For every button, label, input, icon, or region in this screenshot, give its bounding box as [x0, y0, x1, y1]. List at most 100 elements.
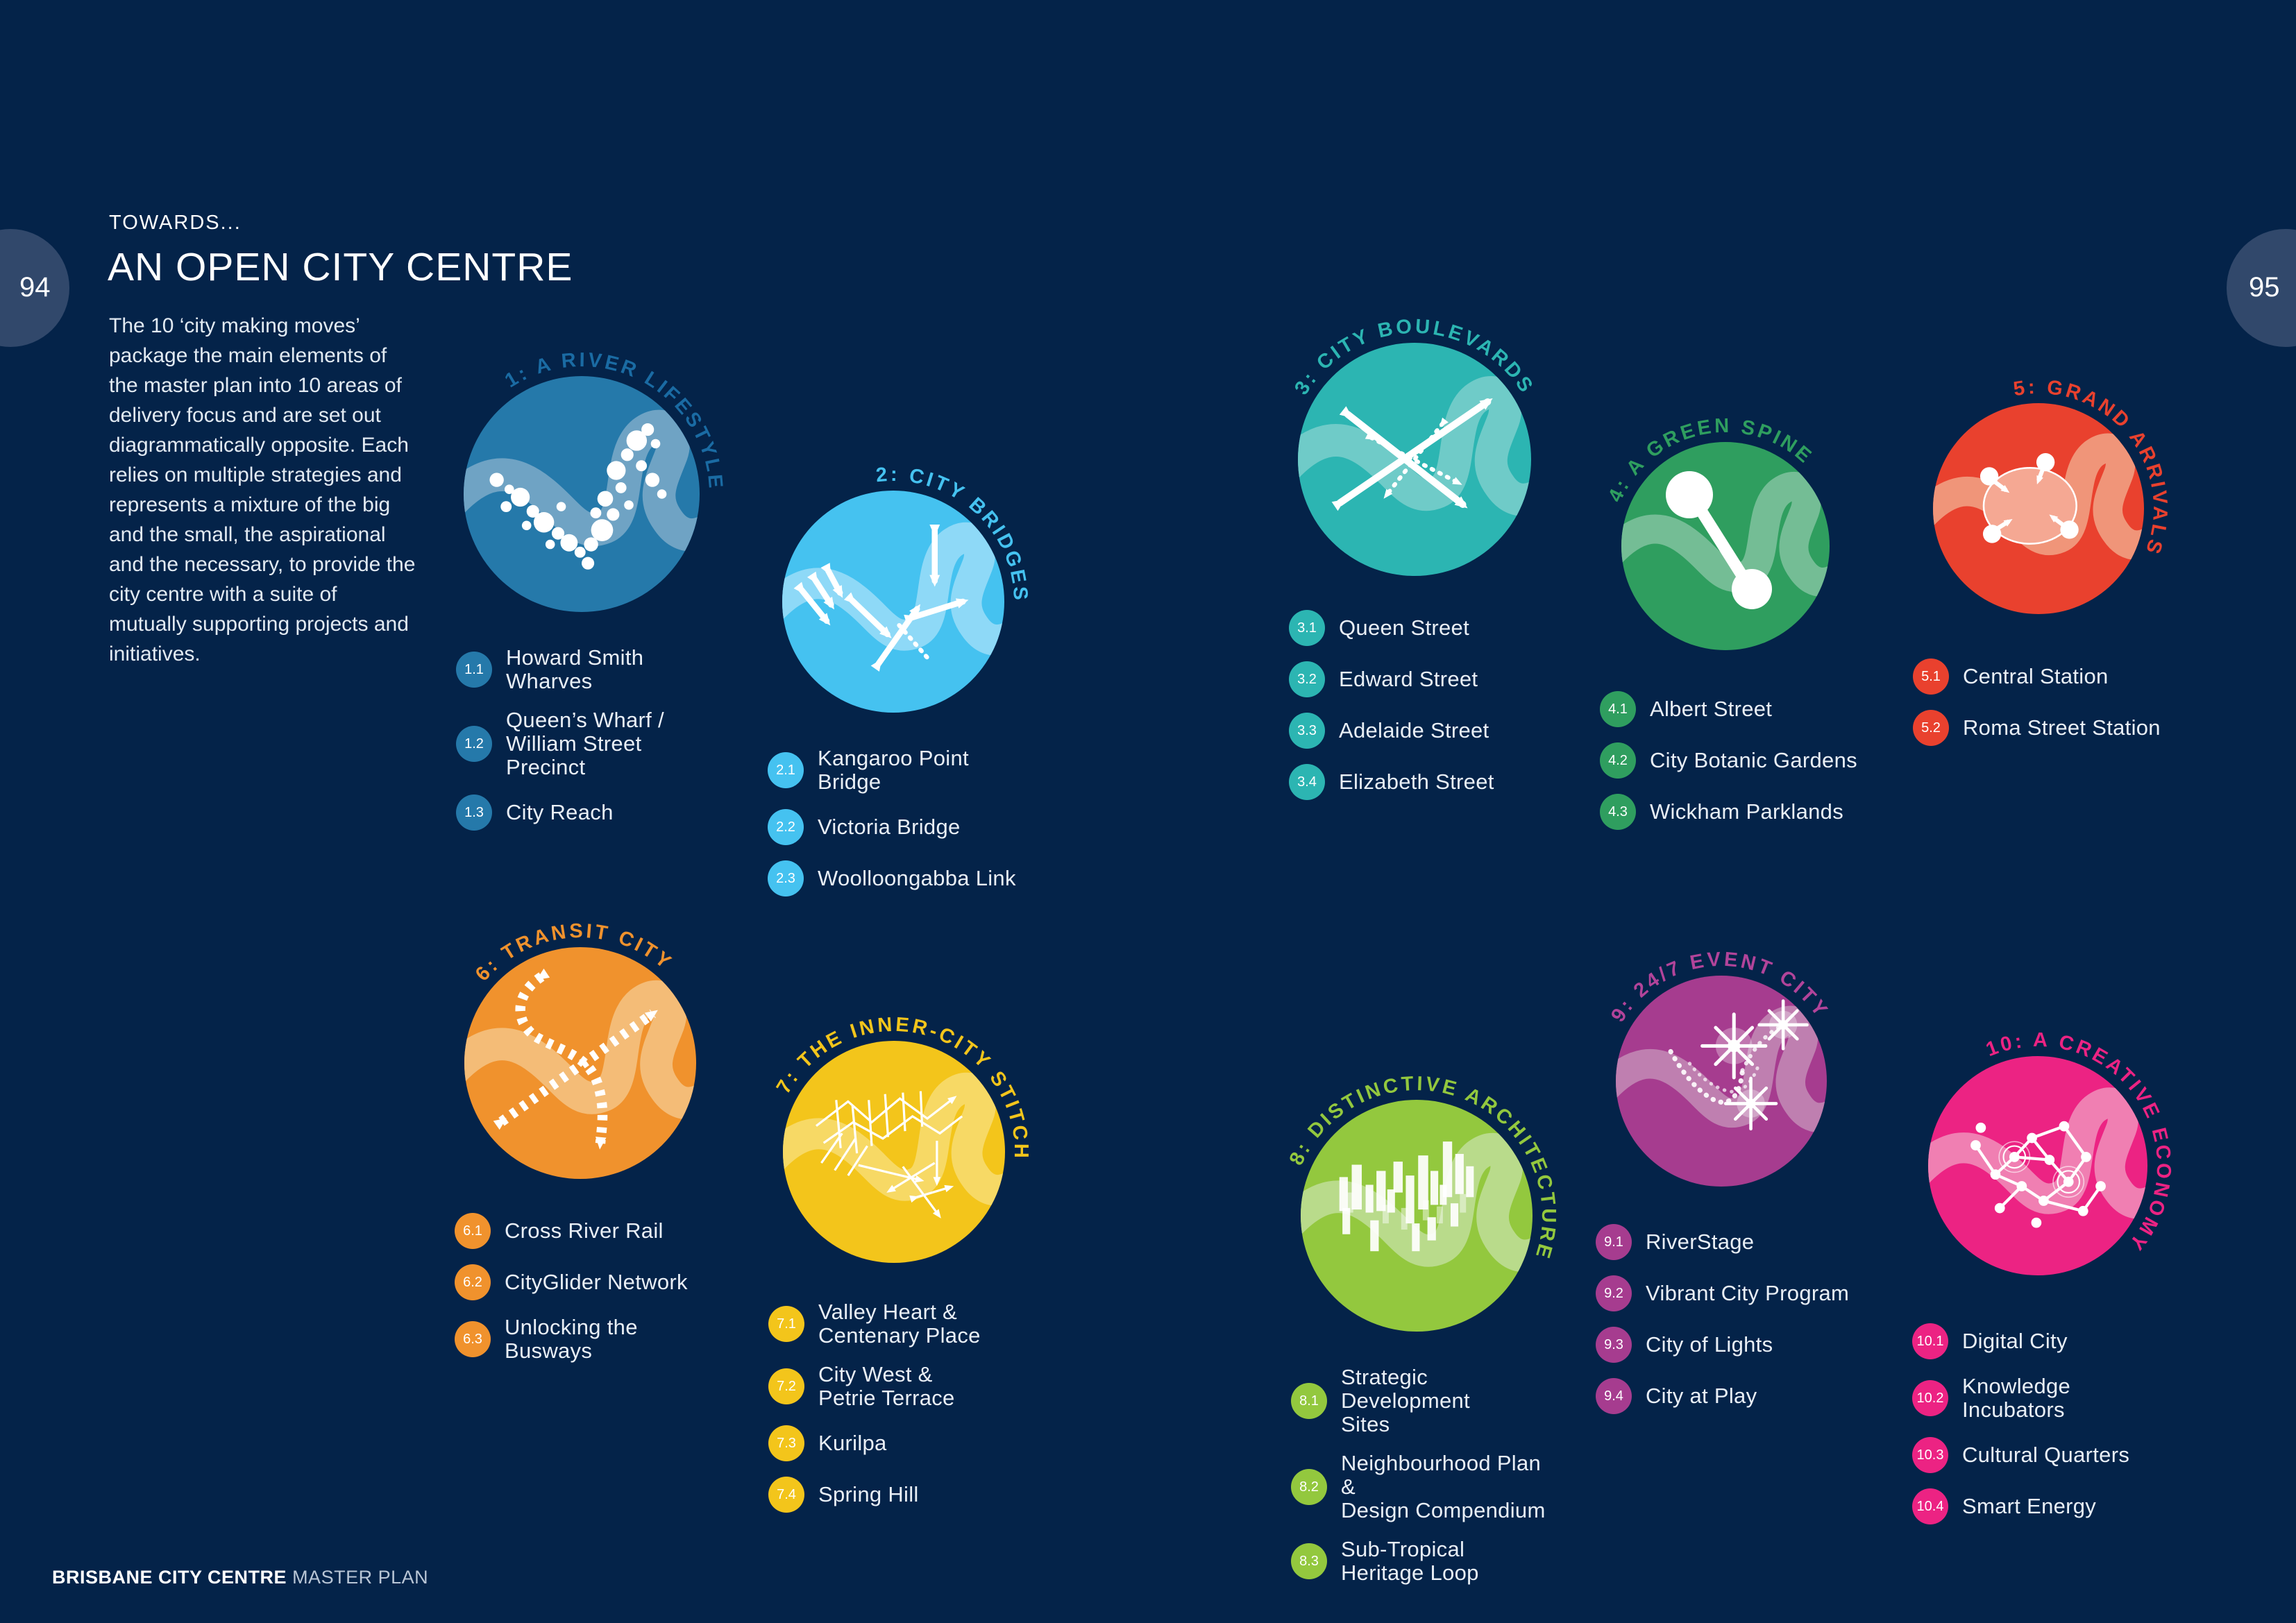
architecture-towers-motif [1339, 1141, 1474, 1252]
move-4-items: 4.1 Albert Street 4.2 City Botanic Garden… [1600, 691, 1864, 845]
river-shape [1616, 1005, 1827, 1132]
item-number-badge: 5.2 [1913, 710, 1949, 746]
list-item: 10.2 Knowledge Incubators [1912, 1375, 2176, 1422]
list-item: 9.3 City of Lights [1596, 1327, 1859, 1363]
item-number-badge: 4.1 [1600, 691, 1636, 727]
item-number-badge: 6.2 [455, 1264, 491, 1300]
list-item: 1.3 City Reach [456, 794, 720, 831]
item-number-badge: 2.2 [768, 809, 804, 845]
item-label: Albert Street [1650, 697, 1773, 721]
item-number-badge: 7.4 [768, 1477, 804, 1513]
item-number-badge: 8.2 [1291, 1469, 1327, 1505]
move-6-items: 6.1 Cross River Rail 6.2 CityGlider Netwo… [455, 1213, 718, 1378]
list-item: 10.1 Digital City [1912, 1323, 2176, 1359]
item-number-badge: 3.2 [1289, 661, 1325, 697]
item-label: Adelaide Street [1339, 718, 1489, 742]
item-label: Sub-Tropical Heritage Loop [1341, 1537, 1479, 1585]
item-label: Kurilpa [818, 1431, 887, 1455]
move-9-items: 9.1 RiverStage 9.2 Vibrant City Program 9.… [1596, 1224, 1859, 1429]
move-10-items: 10.1 Digital City 10.2 Knowledge Incubato… [1912, 1323, 2176, 1540]
item-label: Edward Street [1339, 667, 1478, 691]
eyebrow: TOWARDS... [109, 212, 242, 234]
item-label: Howard Smith Wharves [506, 645, 644, 693]
item-label: City West & Petrie Terrace [818, 1362, 955, 1410]
item-label: Wickham Parklands [1650, 799, 1844, 824]
list-item: 2.3 Woolloongabba Link [768, 860, 1031, 897]
item-label: Cultural Quarters [1962, 1443, 2130, 1467]
item-label: Strategic Development Sites [1341, 1365, 1470, 1436]
creative-network-motif [1970, 1121, 2106, 1228]
list-item: 5.2 Roma Street Station [1913, 710, 2177, 746]
item-label: Spring Hill [818, 1482, 919, 1506]
list-item: 9.2 Vibrant City Program [1596, 1275, 1859, 1311]
item-number-badge: 6.3 [455, 1321, 491, 1357]
list-item: 9.1 RiverStage [1596, 1224, 1859, 1260]
item-number-badge: 3.4 [1289, 764, 1325, 800]
item-label: City Reach [506, 800, 614, 824]
move-badge-5: 5: GRAND ARRIVALS [1933, 376, 2168, 614]
item-number-badge: 1.1 [456, 652, 492, 688]
item-label: Queen’s Wharf / William Street Precinct [506, 708, 664, 779]
arrivals-hub-motif [1980, 452, 2079, 545]
item-number-badge: 8.3 [1291, 1543, 1327, 1579]
right-page-number: 95 [2249, 272, 2280, 303]
move-badge-3: 3: CITY BOULEVARDS [1290, 316, 1535, 576]
move-badge-1: 1: A RIVER LIFESTYLE [464, 349, 724, 612]
item-number-badge: 4.2 [1600, 742, 1636, 779]
list-item: 3.4 Elizabeth Street [1289, 764, 1553, 800]
item-number-badge: 3.3 [1289, 713, 1325, 749]
item-label: Central Station [1963, 664, 2109, 688]
item-number-badge: 5.1 [1913, 658, 1949, 695]
item-label: Neighbourhood Plan & Design Compendium [1341, 1451, 1546, 1522]
item-number-badge: 3.1 [1289, 610, 1325, 646]
item-label: Smart Energy [1962, 1494, 2097, 1518]
list-item: 8.3 Sub-Tropical Heritage Loop [1291, 1538, 1555, 1585]
item-number-badge: 9.1 [1596, 1224, 1632, 1260]
item-number-badge: 6.1 [455, 1213, 491, 1249]
list-item: 3.1 Queen Street [1289, 610, 1553, 646]
list-item: 6.2 CityGlider Network [455, 1264, 718, 1300]
item-number-badge: 7.1 [768, 1306, 804, 1342]
item-label: Elizabeth Street [1339, 770, 1494, 794]
list-item: 3.3 Adelaide Street [1289, 713, 1553, 749]
list-item: 8.1 Strategic Development Sites [1291, 1366, 1555, 1436]
list-item: 8.2 Neighbourhood Plan & Design Compendi… [1291, 1452, 1555, 1522]
list-item: 9.4 City at Play [1596, 1378, 1859, 1414]
item-number-badge: 10.2 [1912, 1380, 1948, 1416]
list-item: 7.2 City West & Petrie Terrace [768, 1363, 1032, 1410]
list-item: 2.2 Victoria Bridge [768, 809, 1031, 845]
move-5-items: 5.1 Central Station 5.2 Roma Street Stati… [1913, 658, 2177, 761]
river-bubbles-motif [489, 423, 667, 570]
list-item: 10.4 Smart Energy [1912, 1488, 2176, 1524]
move-badge-7: 7: THE INNER-CITY STITCH [773, 1014, 1029, 1263]
item-label: Kangaroo Point Bridge [818, 746, 969, 794]
item-number-badge: 1.2 [456, 726, 492, 762]
river-shape [1928, 1087, 2147, 1219]
list-item: 5.1 Central Station [1913, 658, 2177, 695]
page-title: AN OPEN CITY CENTRE [108, 245, 573, 289]
item-number-badge: 10.4 [1912, 1488, 1948, 1524]
item-number-badge: 7.2 [768, 1368, 804, 1404]
item-number-badge: 10.3 [1912, 1437, 1948, 1473]
stitch-network-motif [815, 1091, 963, 1218]
item-label: City Botanic Gardens [1650, 748, 1857, 772]
green-spine-motif [1666, 471, 1772, 609]
item-label: Digital City [1962, 1329, 2068, 1353]
intro-paragraph: The 10 ‘city making moves’ package the m… [109, 314, 416, 665]
event-sparkles-motif [1668, 999, 1809, 1131]
move-badge-9: 9: 24/7 EVENT CITY [1607, 949, 1830, 1187]
list-item: 4.3 Wickham Parklands [1600, 794, 1864, 830]
list-item: 1.1 Howard Smith Wharves [456, 646, 720, 693]
list-item: 2.1 Kangaroo Point Bridge [768, 747, 1031, 794]
list-item: 6.1 Cross River Rail [455, 1213, 718, 1249]
bridges-arrows-motif [793, 525, 969, 672]
river-shape [783, 1072, 1005, 1206]
item-number-badge: 9.2 [1596, 1275, 1632, 1311]
item-number-badge: 2.3 [768, 860, 804, 897]
list-item: 7.1 Valley Heart & Centenary Place [768, 1300, 1032, 1348]
move-7-items: 7.1 Valley Heart & Centenary Place 7.2 Ci… [768, 1300, 1032, 1528]
item-label: Knowledge Incubators [1962, 1374, 2071, 1422]
move-badge-6: 6: TRANSIT CITY [464, 920, 696, 1179]
item-label: City at Play [1646, 1384, 1757, 1408]
